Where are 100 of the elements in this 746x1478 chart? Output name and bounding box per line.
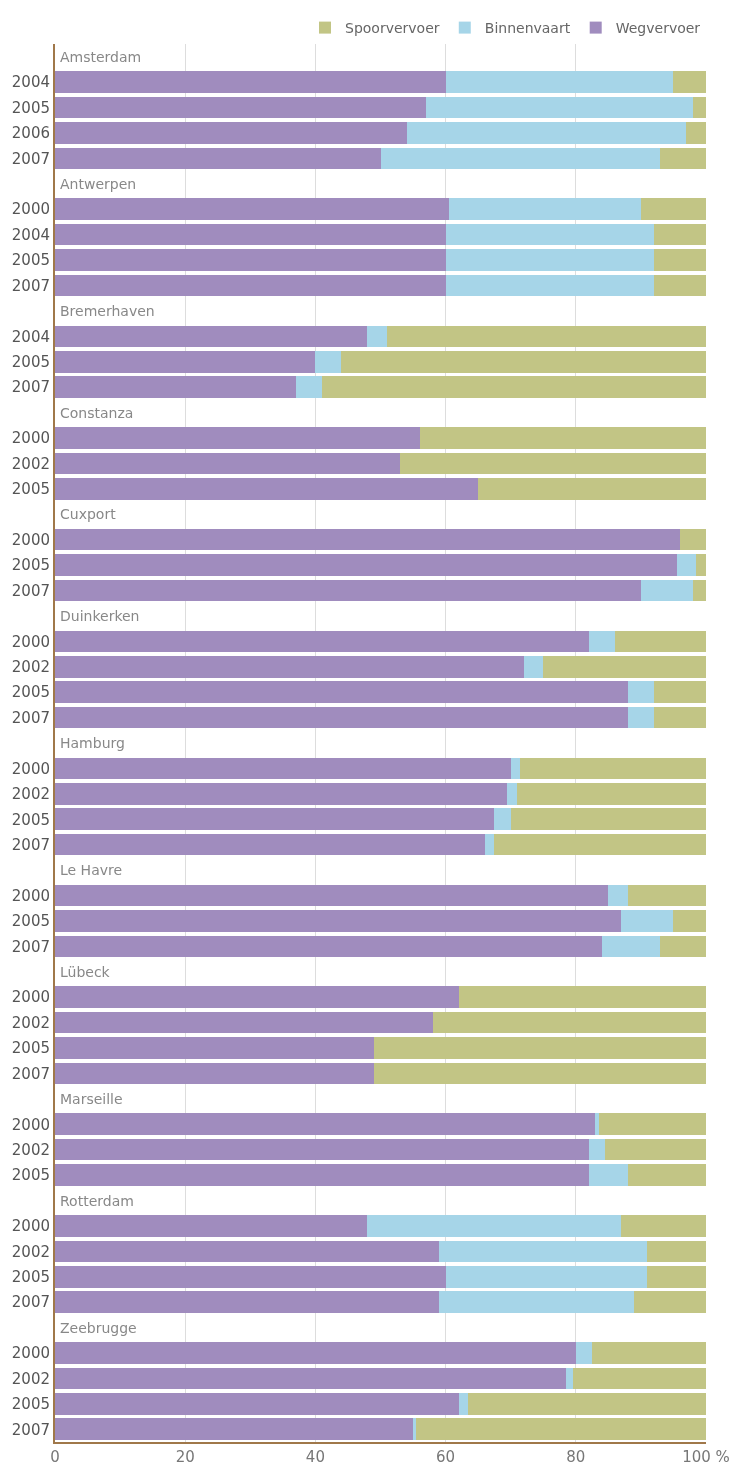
bar [367,325,388,348]
bar [55,1367,567,1390]
bar [647,1265,706,1288]
y-tick-label: 2005 [11,480,50,499]
bar [55,427,420,449]
y-tick-label: 2002 [11,1140,50,1159]
bar [478,478,706,500]
y-tick-label: 2000 [11,530,50,549]
bar [55,554,677,576]
y-tick-label: 2000 [11,632,50,651]
y-tick-label: 2007 [11,378,50,397]
y-tick-label: 2007 [11,708,50,727]
y-tick-label: 2005 [11,912,50,931]
bar [55,757,511,780]
bar [468,1393,706,1415]
bar [55,783,508,805]
bar [640,198,706,221]
bar [55,223,446,246]
y-tick-label: 2007 [11,1420,50,1439]
y-tick-label: 2004 [11,225,50,244]
bar [696,554,706,576]
bar [598,1113,706,1136]
bar [55,71,446,93]
bar [416,1418,706,1441]
y-tick-label: 2005 [11,98,50,117]
bar [55,1418,414,1441]
y-tick-label: 2005 [11,683,50,702]
y-tick-label: 2007 [11,276,50,295]
bar [647,1240,706,1263]
bar [55,528,680,551]
y-tick-label: 2005 [11,1039,50,1058]
bar [432,1011,706,1034]
y-tick-label: 2007 [11,835,50,854]
bar [494,833,706,856]
bar [380,147,661,170]
y-tick-label: Amsterdam [60,49,142,65]
y-tick-label: Zeebrugge [60,1320,137,1336]
y-tick-label: 2007 [11,1293,50,1312]
bar [445,249,654,271]
y-tick-label: Marseille [60,1091,123,1107]
bar [517,783,706,805]
bar [55,884,609,907]
bar [406,122,687,144]
bar [55,1215,368,1237]
bar [55,1164,589,1186]
x-tick-label: 100 % [682,1448,730,1466]
bar [55,274,446,297]
bar [543,655,706,678]
y-tick-label: 2007 [11,1064,50,1083]
bar [494,808,511,831]
y-tick-label: 2007 [11,937,50,956]
bar [419,427,706,449]
y-tick-label: 2005 [11,1166,50,1185]
bar [458,986,706,1008]
bar [445,1265,648,1288]
bar [55,1138,589,1161]
y-tick-label: 2006 [11,124,50,143]
x-tick-label: 0 [50,1448,60,1466]
y-tick-label: 2007 [11,149,50,168]
bar [55,706,628,729]
y-tick-label: 2002 [11,1013,50,1032]
bar [295,376,322,398]
bar [595,1113,599,1136]
bar [575,1342,593,1364]
y-tick-label: 2000 [11,429,50,448]
bar [673,71,706,93]
bar [55,681,628,703]
legend-label: Binnenvaart [484,20,571,37]
bar [55,579,641,602]
bar [55,935,602,958]
y-tick-label: 2002 [11,454,50,473]
y-tick-label: 2002 [11,658,50,676]
bar [660,147,706,170]
bar [55,452,401,475]
bar [640,579,693,602]
y-tick-label: Cuxport [60,506,117,522]
y-tick-label: Duinkerken [60,608,140,624]
bar [608,884,628,907]
y-tick-label: 2005 [11,352,50,371]
x-tick-label: 80 [566,1448,586,1466]
y-tick-label: Le Havre [60,862,123,878]
bar [55,1291,440,1313]
bar [605,1138,706,1161]
bar [321,376,706,398]
bar [627,681,654,703]
y-tick-label: 2002 [11,1369,50,1388]
bar [426,96,693,119]
bar [55,122,407,144]
bar [523,655,544,678]
bar [55,376,296,398]
y-tick-label: 2007 [11,581,50,600]
x-tick-label: 60 [436,1448,456,1466]
bar [55,1240,440,1263]
y-tick-label: 2004 [11,73,50,92]
bar [55,1265,446,1288]
legend-label: Spoorvervoer [345,20,440,37]
bar [588,630,615,653]
bar [621,1215,706,1237]
bar [653,223,706,246]
y-tick-label: 2000 [11,886,50,905]
